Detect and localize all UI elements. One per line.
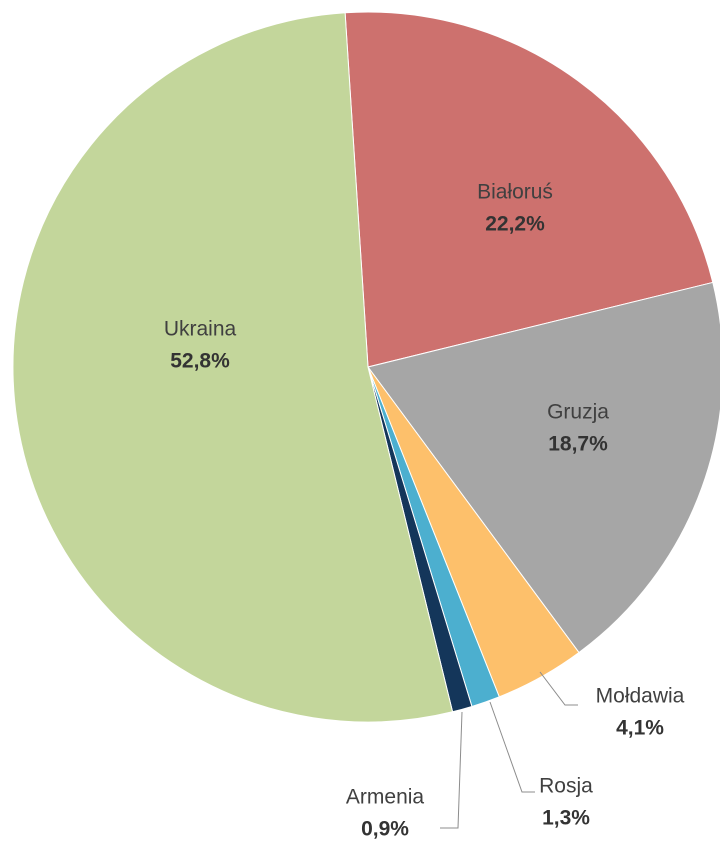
slice-label: Białoruś [477,181,553,204]
slice-label: Rosja [539,775,593,798]
leader-line [489,701,535,793]
slice-value-label: 1,3% [542,807,590,830]
pie-slice [367,281,720,654]
slice-value-label: 0,9% [361,818,409,841]
pie-slice [344,11,714,368]
pie-slice [12,12,454,723]
slice-value-label: 4,1% [616,717,664,740]
slice-value-label: 18,7% [548,433,608,456]
slice-value-label: 22,2% [485,213,545,236]
leader-line [539,671,578,706]
slice-label: Armenia [346,786,425,809]
slice-label: Ukraina [164,318,237,341]
slice-label: Mołdawia [596,685,685,708]
slice-value-label: 52,8% [170,350,230,373]
slice-label: Gruzja [547,401,609,424]
leader-line [440,711,463,829]
